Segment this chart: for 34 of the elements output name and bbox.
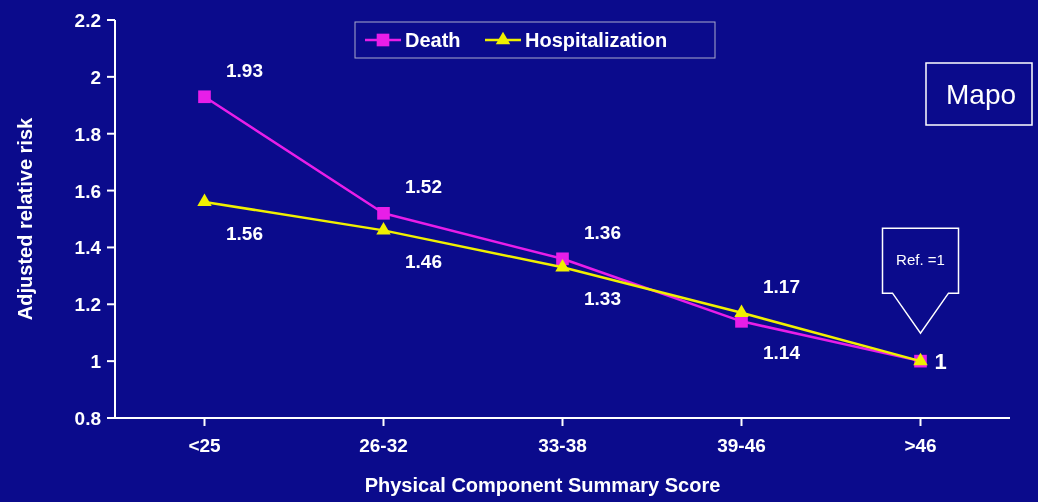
annotation: Mapo xyxy=(946,79,1017,110)
legend-label: Death xyxy=(405,29,461,51)
data-label: 1.46 xyxy=(405,251,442,273)
data-label: 1.33 xyxy=(584,288,621,310)
y-tick-label: 1.6 xyxy=(74,180,101,202)
point xyxy=(734,304,749,317)
data-label: 1.14 xyxy=(763,342,801,364)
data-label: 1.93 xyxy=(226,59,263,81)
x-tick-label: <25 xyxy=(188,435,222,456)
legend-label: Hospitalization xyxy=(525,29,668,51)
y-tick-label: 1.2 xyxy=(74,294,101,316)
data-label: 1.56 xyxy=(226,222,263,244)
point xyxy=(377,206,390,220)
x-tick-label: 39-46 xyxy=(717,435,766,456)
y-tick-label: 1.8 xyxy=(74,123,101,145)
point xyxy=(198,90,211,104)
y-tick-label: 1.4 xyxy=(74,237,102,259)
data-label: 1.52 xyxy=(405,176,442,198)
x-tick-label: 26-32 xyxy=(359,435,408,456)
point xyxy=(555,259,570,272)
data-label: 1.36 xyxy=(584,221,621,243)
y-tick-label: 2.2 xyxy=(74,10,101,31)
point xyxy=(197,193,212,207)
x-tick-label: 33-38 xyxy=(538,435,587,456)
y-tick-label: 0.8 xyxy=(74,408,101,429)
y-tick-label: 2 xyxy=(90,66,101,88)
data-label: 1.17 xyxy=(763,275,800,297)
x-tick-label: >46 xyxy=(904,435,937,456)
data-label: 1 xyxy=(934,349,947,375)
y-tick-label: 1 xyxy=(90,351,102,373)
point xyxy=(376,222,391,235)
annotation: Ref. =1 xyxy=(896,251,945,269)
y-axis-title: Adjusted relative risk xyxy=(14,116,36,321)
x-axis-title: Physical Component Summary Score xyxy=(364,474,721,496)
